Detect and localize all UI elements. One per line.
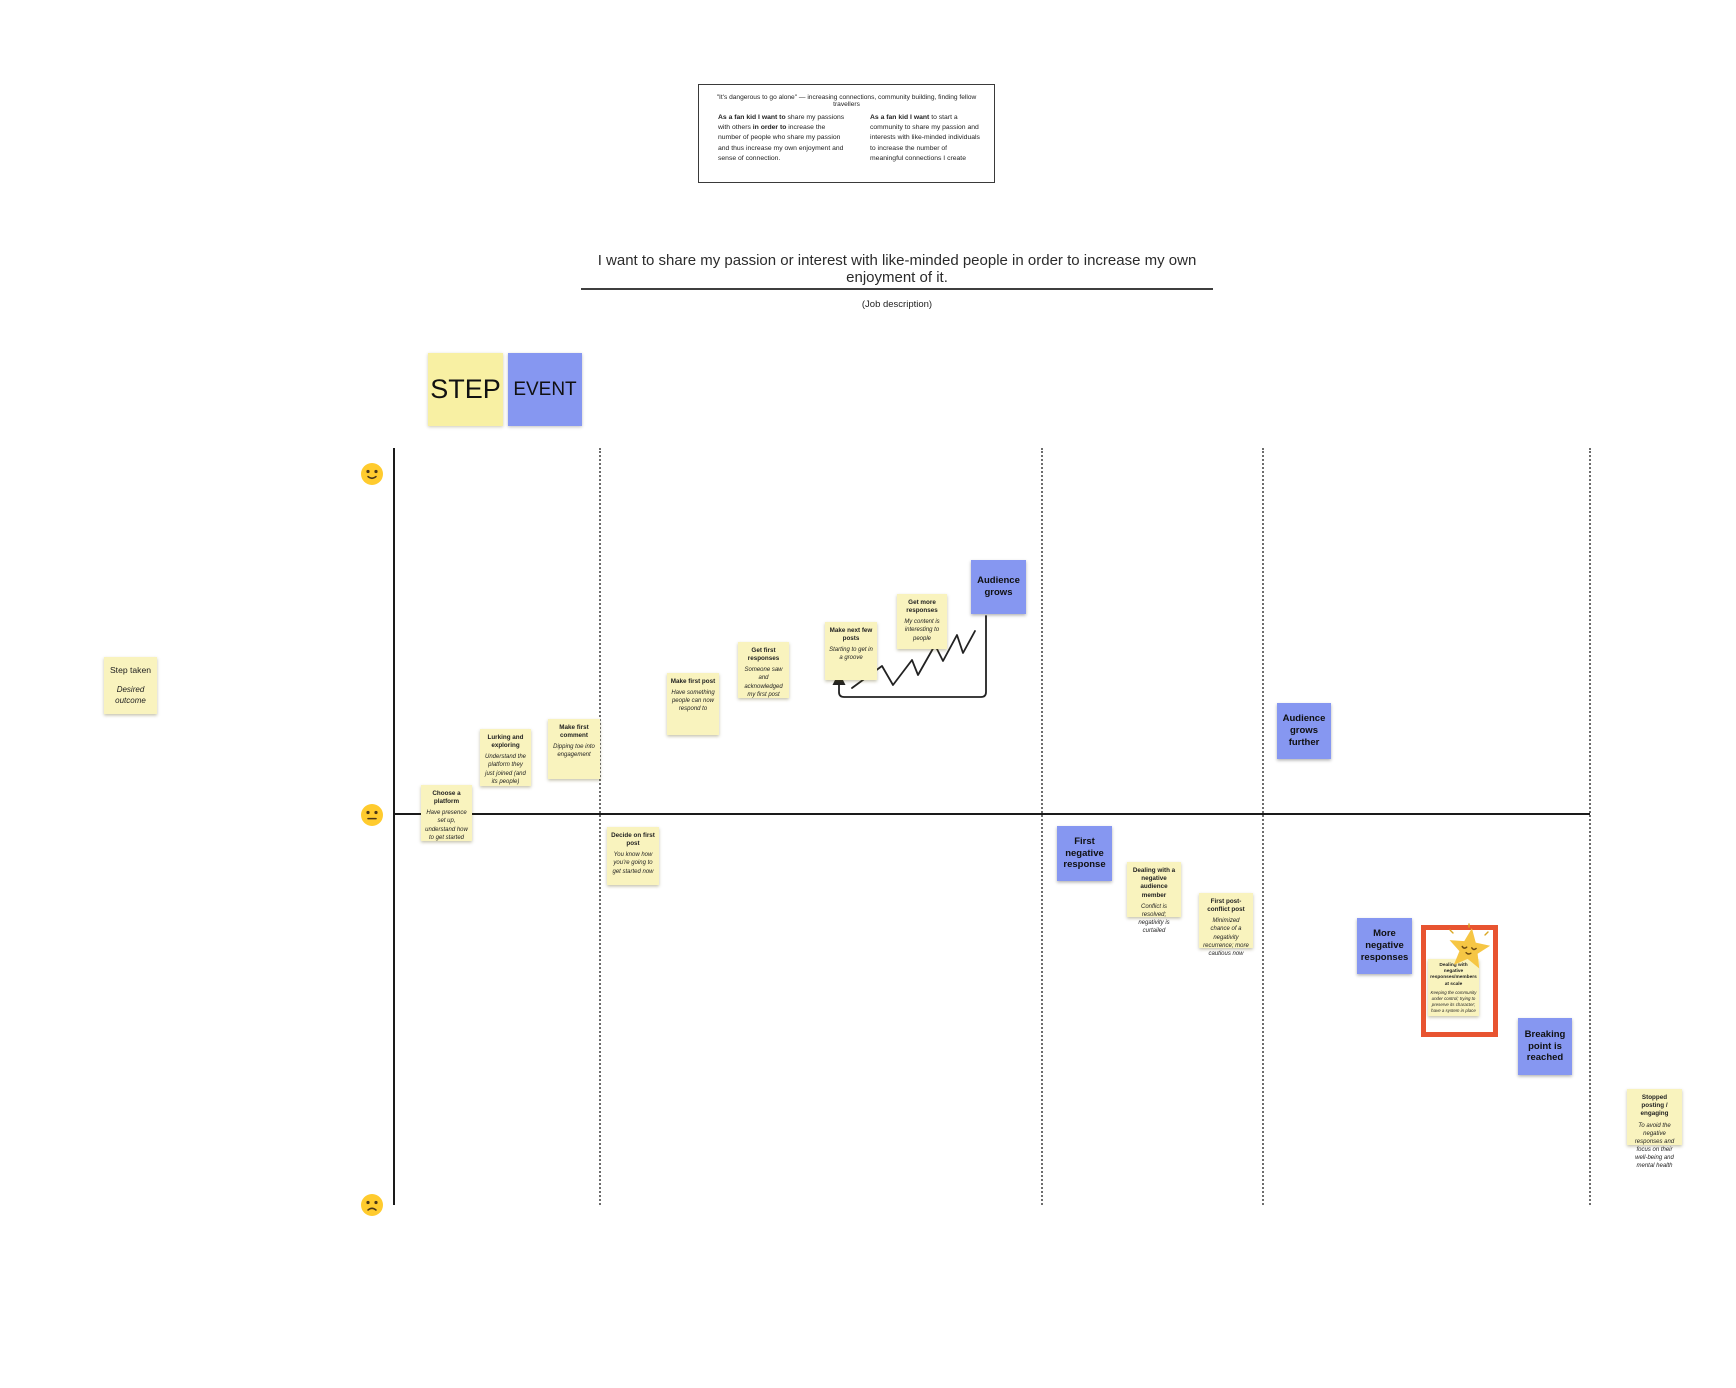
event-more-negative-responses[interactable]: More negative responses: [1357, 918, 1412, 974]
legend-event-note[interactable]: EVENT: [508, 353, 582, 426]
phase-divider-1: [599, 448, 601, 1205]
job-description-subtitle: (Job description): [861, 299, 933, 310]
sticky-title: Choose a platform: [432, 790, 461, 806]
sticky-body: Have something people can now respond to: [671, 690, 715, 713]
sticky-decide-on-first-post[interactable]: Decide on first post You know how you're…: [607, 827, 659, 885]
phase-divider-2: [1041, 448, 1043, 1205]
event-first-negative-response[interactable]: First negative response: [1057, 826, 1112, 881]
sticky-get-more-responses[interactable]: Get more responses My content is interes…: [897, 594, 947, 649]
sticky-get-first-responses[interactable]: Get first responses Someone saw and ackn…: [738, 642, 789, 698]
job-title-underline: [581, 288, 1213, 290]
sticky-make-first-comment[interactable]: Make first comment Dipping toe into enga…: [548, 719, 600, 779]
sticky-body: You know how you're going to get started…: [612, 852, 654, 875]
sticky-title: Get more responses: [906, 599, 938, 615]
sad-face-icon[interactable]: [360, 1193, 384, 1217]
user-story-left-text2: increase the number of people who share …: [718, 124, 844, 162]
sticky-title: Dealing with a negative audience member: [1132, 867, 1176, 899]
sticky-title: Get first responses: [747, 647, 780, 663]
sticky-stopped-posting[interactable]: Stopped posting / engaging To avoid the …: [1627, 1089, 1682, 1169]
user-story-right-text: to start a community to share my passion…: [870, 114, 980, 162]
sticky-title: Step taken: [109, 665, 152, 675]
phase-divider-3: [1262, 448, 1264, 1205]
job-description-title: I want to share my passion or interest w…: [597, 252, 1197, 286]
sticky-body: Understand the platform they just joined…: [484, 754, 527, 785]
quote-text: "It's dangerous to go alone" — increasin…: [716, 94, 977, 108]
neutral-face-icon[interactable]: [360, 803, 384, 827]
star-face-icon[interactable]: [1443, 923, 1495, 975]
sticky-title: Make first comment: [559, 724, 589, 740]
sticky-choose-a-platform[interactable]: Choose a platform Have presence set up, …: [421, 785, 472, 841]
sticky-dealing-with-negative-member[interactable]: Dealing with a negative audience member …: [1127, 862, 1181, 934]
sticky-body: Starting to get in a groove: [829, 647, 873, 662]
user-story-box[interactable]: "It's dangerous to go alone" — increasin…: [698, 84, 995, 183]
sticky-dealing-at-scale[interactable]: Dealing with negative responses/members …: [1428, 959, 1479, 1016]
sticky-make-first-post[interactable]: Make first post Have something people ca…: [667, 673, 719, 735]
user-story-left-bold2: in order to: [752, 124, 787, 132]
sticky-title: Stopped posting / engaging: [1640, 1094, 1669, 1118]
event-breaking-point-reached[interactable]: Breaking point is reached: [1518, 1018, 1572, 1075]
sticky-first-post-conflict-post[interactable]: First post-conflict post Minimized chanc…: [1199, 893, 1253, 957]
legend-step-note[interactable]: STEP: [428, 353, 503, 426]
sticky-title: Lurking and exploring: [487, 734, 524, 750]
sticky-lurking-and-exploring[interactable]: Lurking and exploring Understand the pla…: [480, 729, 531, 786]
sticky-body: Keeping the community under control; try…: [1430, 989, 1477, 1013]
user-story-right: As a fan kid I want to start a community…: [870, 113, 980, 164]
sticky-body: Dipping toe into engagement: [553, 744, 595, 759]
timeline-baseline: [393, 813, 1590, 815]
sticky-body: Someone saw and acknowledged my first po…: [744, 667, 783, 698]
mood-axis-line: [393, 448, 395, 1205]
event-audience-grows[interactable]: Audience grows: [971, 560, 1026, 614]
sticky-step-taken-key[interactable]: Step taken Desired outcome: [104, 657, 157, 714]
sticky-body: To avoid the negative responses and focu…: [1634, 1122, 1675, 1169]
user-story-left-bold: As a fan kid I want to: [718, 114, 786, 121]
event-audience-grows-further[interactable]: Audience grows further: [1277, 703, 1331, 759]
user-story-left: As a fan kid I want to share my passions…: [718, 113, 846, 164]
sticky-title: Decide on first post: [611, 832, 655, 848]
sticky-title: Make first post: [670, 678, 716, 685]
sticky-make-next-few-posts[interactable]: Make next few posts Starting to get in a…: [825, 622, 877, 680]
sticky-title: Dealing with negative responses/members …: [1430, 963, 1477, 987]
happy-face-icon[interactable]: [360, 462, 384, 486]
phase-divider-4: [1589, 448, 1591, 1205]
user-story-right-bold: As a fan kid I want: [870, 114, 930, 121]
sticky-title: First post-conflict post: [1207, 898, 1245, 914]
sticky-body: Conflict is resolved; negativity is curt…: [1138, 903, 1170, 934]
user-story-left-text: share my passions with others: [718, 114, 845, 132]
sticky-body: My content is interesting to people: [904, 619, 940, 642]
sticky-body: Have presence set up, understand how to …: [425, 810, 468, 841]
sticky-body: Desired outcome: [115, 685, 146, 705]
sticky-body: Minimized chance of a negativity recurre…: [1203, 918, 1249, 957]
sticky-title: Make next few posts: [829, 627, 873, 643]
